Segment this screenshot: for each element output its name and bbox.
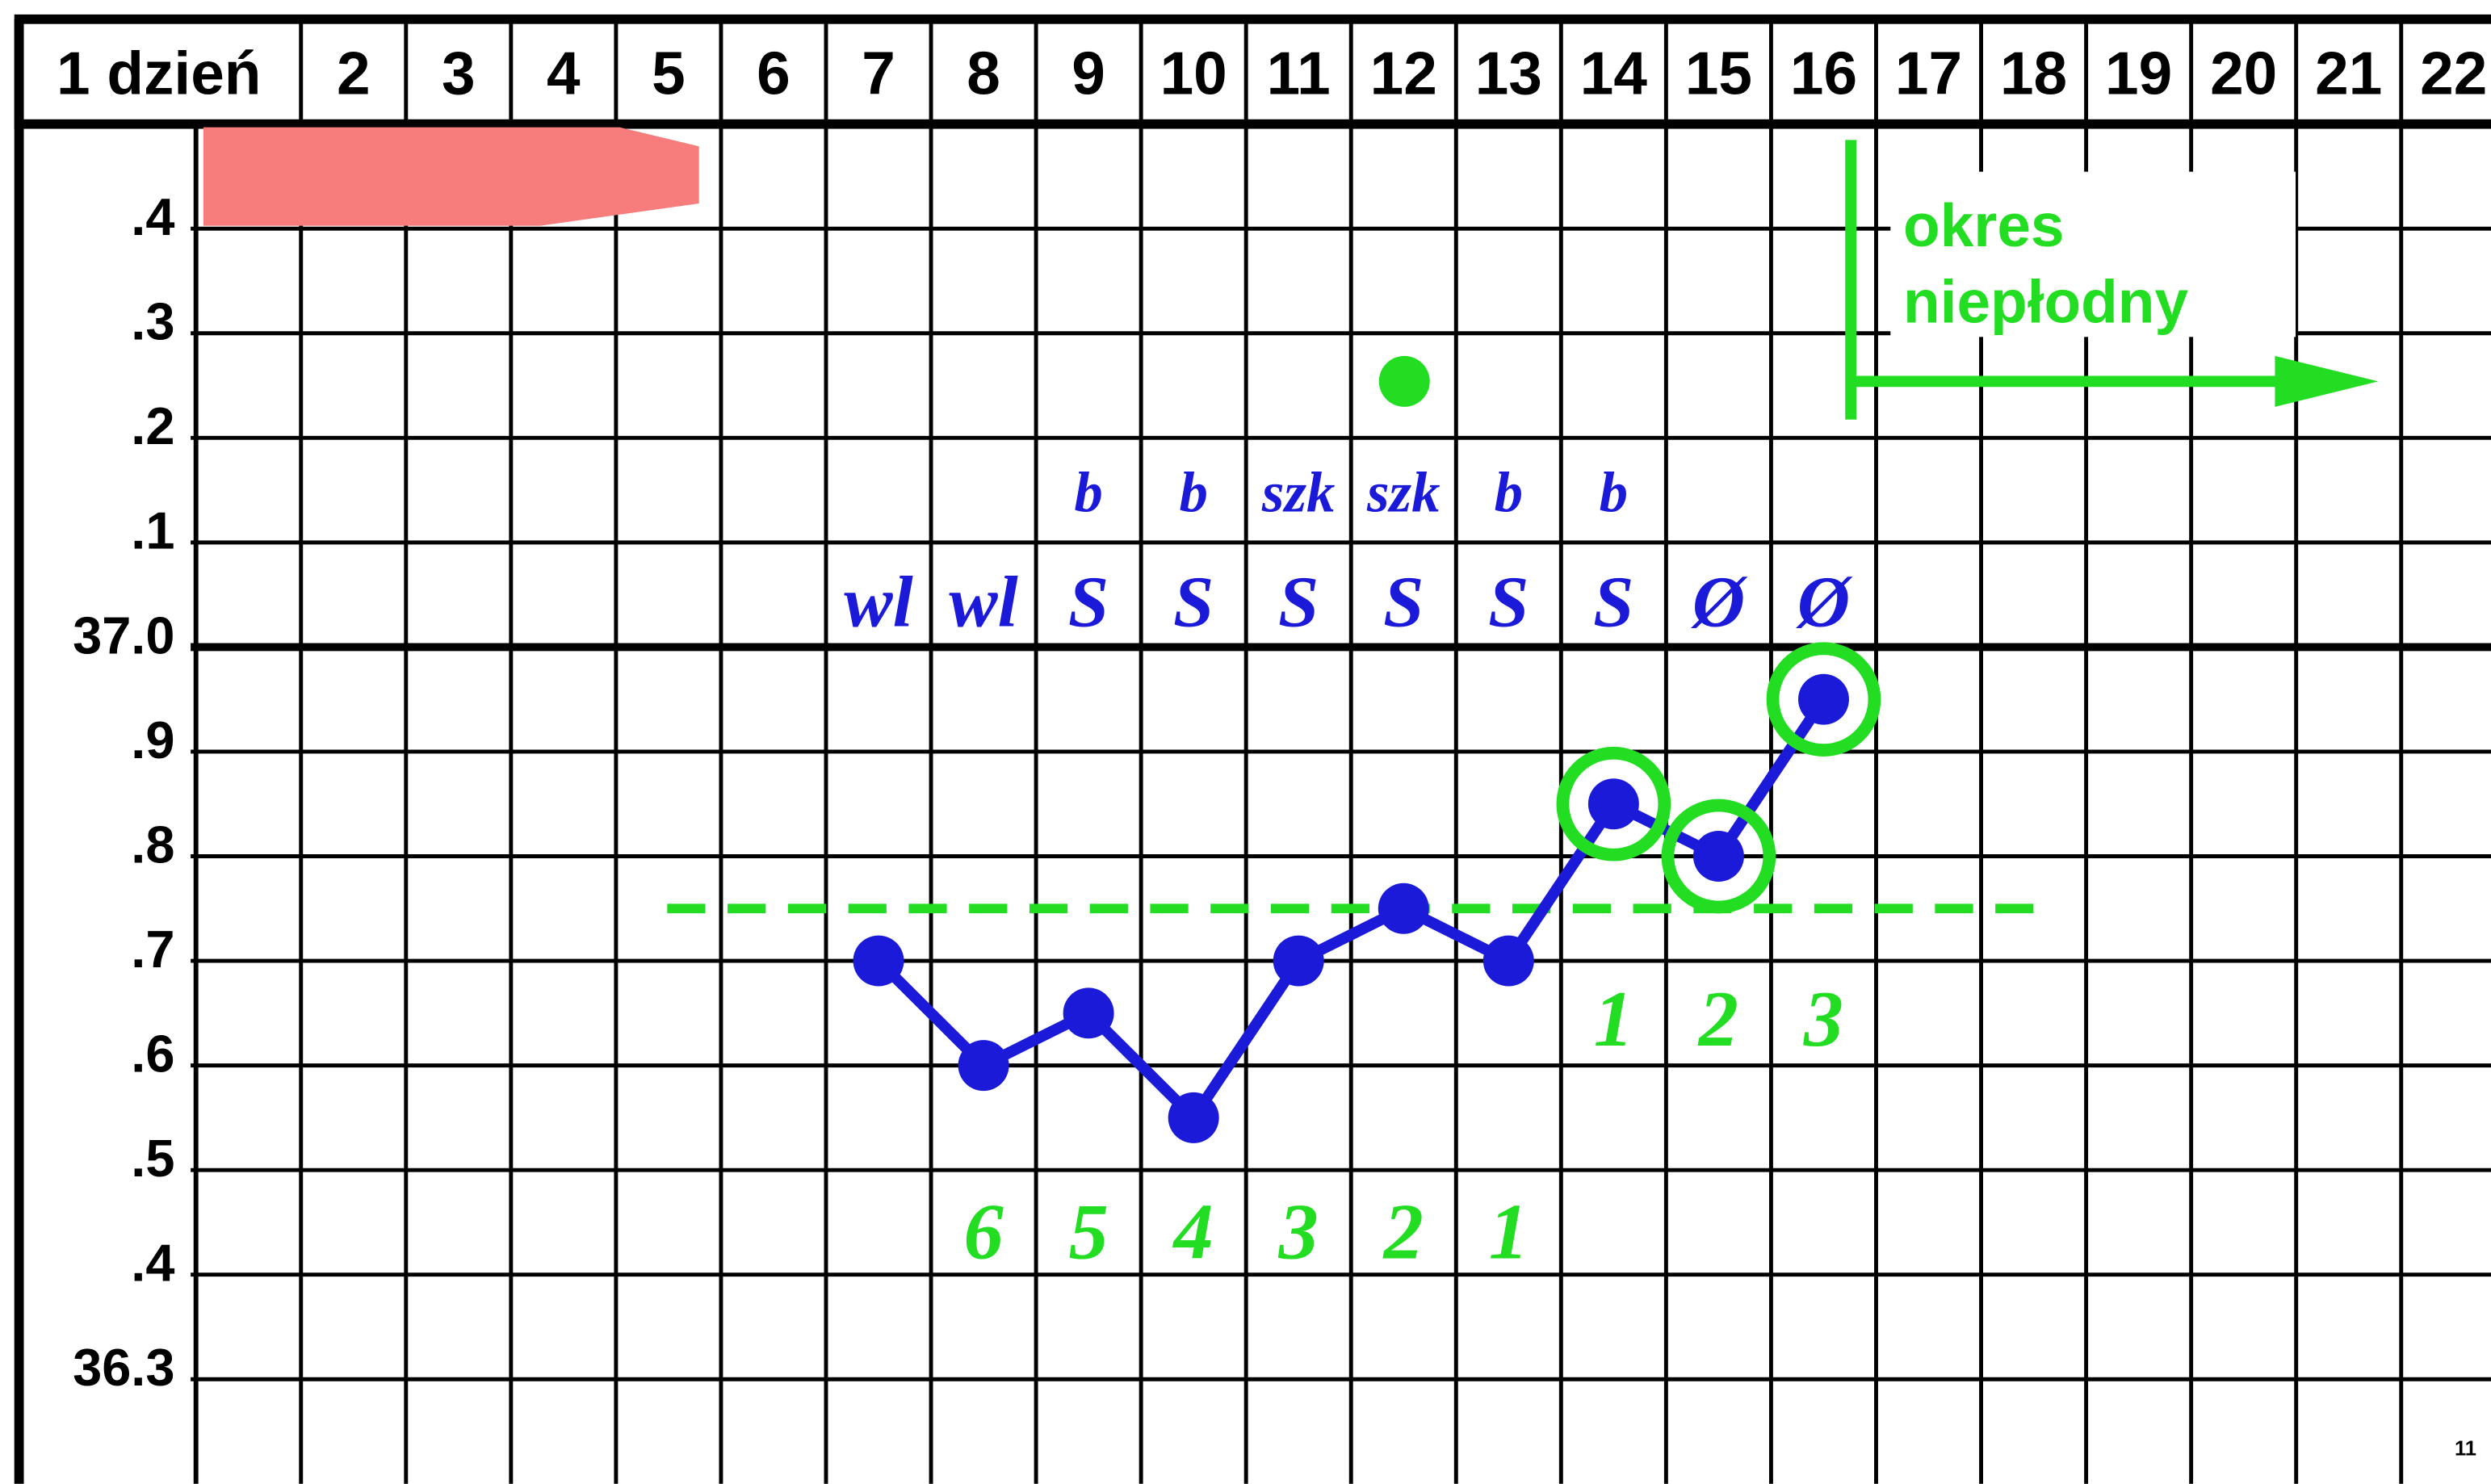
x-tick-label: 8 (967, 39, 1000, 107)
highlight-ring (1556, 746, 1671, 861)
x-tick-label: 21 (2315, 39, 2382, 107)
count-label: 1 (1594, 975, 1633, 1063)
mucus-type: Ø (1796, 560, 1853, 642)
mucus-quality: szk (1366, 462, 1441, 525)
x-tick-label: 13 (1475, 39, 1542, 107)
menstruation-bar (203, 127, 699, 226)
x-tick-label: 20 (2210, 39, 2277, 107)
page-number: 11 (2455, 1437, 2476, 1460)
count-label: 1 (1489, 1188, 1529, 1276)
annotation: niepłodny (1903, 268, 2188, 336)
mucus-type: Ø (1691, 560, 1748, 642)
mucus-type: S (1488, 560, 1529, 642)
y-tick-label: .7 (131, 920, 174, 979)
x-tick-label: 15 (1685, 39, 1752, 107)
x-tick-label: 18 (2000, 39, 2067, 107)
x-tick-label: 5 (652, 39, 686, 107)
x-tick-label: 3 (442, 39, 476, 107)
temperature-point (1797, 673, 1849, 725)
highlight-ring (1661, 799, 1776, 914)
temperature-point (853, 935, 904, 987)
count-label: 2 (1382, 1188, 1424, 1276)
x-tick-label: 16 (1790, 39, 1857, 107)
temperature-point (958, 1040, 1009, 1092)
x-tick-label: 9 (1071, 39, 1105, 107)
grid: .4.3.2.137.0.9.8.7.6.5.436.31 dzień 2 3 4 5 6… (14, 14, 2491, 1484)
mucus-quality: b (1074, 462, 1102, 525)
y-tick-label: .8 (131, 815, 174, 874)
count-label: 3 (1803, 975, 1843, 1063)
count-label: 6 (963, 1188, 1004, 1276)
mucus-quality: b (1600, 462, 1628, 525)
x-tick-label: 14 (1580, 39, 1648, 107)
highlight-ring (1766, 642, 1881, 757)
x-tick-label: 4 (547, 39, 581, 107)
temperature-point (1482, 935, 1534, 987)
y-tick-label: .4 (131, 187, 174, 246)
mucus-type: wl (844, 560, 913, 642)
y-tick-label: .6 (131, 1024, 174, 1083)
mucus-quality: b (1495, 462, 1523, 525)
mucus-type: S (1068, 560, 1109, 642)
marks: b b szk szk b bwl wl S S S S S S Ø Ø6 5 4 3 2 11 2 3 (667, 462, 2050, 1276)
x-tick-label: 17 (1895, 39, 1962, 107)
y-tick-label: 37.0 (73, 606, 174, 664)
y-tick-label: .5 (131, 1129, 174, 1188)
x-tick-label: 2 (337, 39, 371, 107)
count-label: 2 (1697, 975, 1738, 1063)
count-label: 3 (1278, 1188, 1319, 1276)
annotation-bg (1890, 171, 2296, 337)
peak-dot (1378, 355, 1430, 407)
count-label: 5 (1069, 1188, 1109, 1276)
y-tick-label: .1 (131, 501, 174, 560)
mucus-quality: b (1179, 462, 1207, 525)
x-tick-label: 22 (2420, 39, 2487, 107)
count-label: 4 (1172, 1188, 1214, 1276)
mucus-type: S (1278, 560, 1319, 642)
mucus-type: S (1593, 560, 1633, 642)
temperature-point (1168, 1092, 1219, 1143)
x-tick-label: 7 (862, 39, 895, 107)
y-tick-label: .4 (131, 1234, 174, 1293)
mucus-quality: szk (1261, 462, 1336, 525)
arrow-head (2275, 355, 2379, 407)
mucus-type: wl (949, 560, 1018, 642)
x-tick-label: 11 (1267, 39, 1331, 107)
x-tick-label: 6 (757, 39, 790, 107)
y-tick-label: .2 (131, 396, 174, 455)
temperature-point (1063, 987, 1114, 1039)
temperature-point (1587, 778, 1639, 830)
mucus-type: S (1383, 560, 1424, 642)
x-tick-label: 19 (2105, 39, 2172, 107)
mucus-type: S (1173, 560, 1214, 642)
y-tick-label: 36.3 (73, 1338, 174, 1397)
x-tick-label: 1 dzień (57, 39, 261, 107)
x-tick-label: 10 (1160, 39, 1227, 107)
y-tick-label: .9 (131, 711, 174, 769)
temperature-point (1378, 882, 1429, 934)
temperature-line (874, 696, 1829, 1127)
y-tick-label: .3 (131, 292, 174, 351)
x-tick-label: 12 (1370, 39, 1437, 107)
temperature-point (1273, 935, 1324, 987)
temperature-point (1692, 831, 1744, 882)
annotation: okres (1903, 191, 2064, 259)
